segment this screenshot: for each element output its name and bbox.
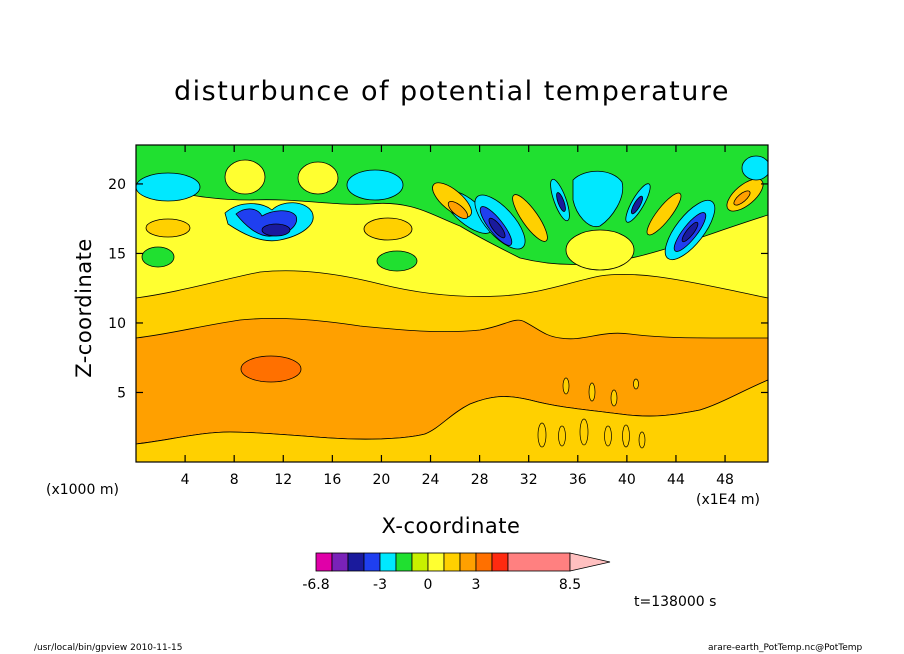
lower-cells bbox=[537, 377, 646, 449]
wave-blue-5 bbox=[630, 195, 644, 215]
y-tick-label: 15 bbox=[108, 246, 126, 262]
chart-title: disturbunce of potential temperature bbox=[174, 76, 730, 107]
x-tick-label: 44 bbox=[667, 472, 685, 488]
blob-gold-left bbox=[145, 218, 191, 238]
wave-gold-6 bbox=[646, 192, 682, 236]
colorbar-tick-label: 8.5 bbox=[559, 577, 581, 593]
wave-cyan-center bbox=[572, 170, 624, 228]
blob-cyan-left bbox=[136, 172, 201, 202]
colorbar-extension bbox=[569, 552, 611, 572]
colorbar-cell bbox=[379, 552, 397, 572]
plot-area bbox=[136, 145, 768, 462]
colorbar-cell bbox=[459, 552, 477, 572]
plot-frame bbox=[135, 144, 769, 463]
colorbar-cell bbox=[427, 552, 445, 572]
time-annotation: t=138000 s bbox=[634, 594, 717, 610]
blob-yellow-1 bbox=[224, 159, 266, 195]
y-tick-label: 20 bbox=[108, 177, 126, 193]
wave-darkblue-2 bbox=[488, 217, 506, 239]
colorbar-cell bbox=[331, 552, 349, 572]
x-tick-label: 16 bbox=[323, 472, 341, 488]
x-tick-label: 48 bbox=[716, 472, 734, 488]
x-axis-scale-label: (x1E4 m) bbox=[696, 492, 760, 508]
colorbar: -6.8 -3 0 3 8.5 bbox=[302, 552, 611, 593]
blob-gold-mid bbox=[363, 217, 413, 241]
x-tick-label: 20 bbox=[373, 472, 391, 488]
x-tick-label: 8 bbox=[230, 472, 239, 488]
x-tick-label: 4 bbox=[181, 472, 190, 488]
x-axis-unit-label: (x1000 m) bbox=[46, 482, 119, 498]
colorbar-tick-label: -3 bbox=[373, 577, 387, 593]
x-tick-label: 32 bbox=[520, 472, 538, 488]
blob-green-left bbox=[141, 246, 175, 268]
x-tick-label: 28 bbox=[471, 472, 489, 488]
x-tick-label: 12 bbox=[274, 472, 292, 488]
colorbar-cell bbox=[315, 552, 333, 572]
y-tick-label: 10 bbox=[108, 316, 126, 332]
colorbar-cell bbox=[443, 552, 461, 572]
colorbar-cell bbox=[491, 552, 509, 572]
blob-darkblue-core bbox=[261, 223, 291, 237]
blob-warm-spot bbox=[240, 355, 302, 383]
wave-yellow-center bbox=[565, 229, 635, 271]
wave-blue-4 bbox=[556, 192, 566, 212]
y-tick-label: 5 bbox=[117, 385, 126, 401]
colorbar-tick-label: -6.8 bbox=[302, 577, 329, 593]
wave-orange-8 bbox=[733, 190, 751, 206]
colorbar-cell bbox=[347, 552, 365, 572]
colorbar-cell bbox=[507, 552, 571, 572]
x-tick-label: 36 bbox=[569, 472, 587, 488]
blob-cyan-mid bbox=[346, 169, 404, 201]
colorbar-cell bbox=[475, 552, 493, 572]
x-tick-label: 40 bbox=[618, 472, 636, 488]
x-axis-label: X-coordinate bbox=[381, 514, 521, 538]
x-axis-ticks: 4 8 12 16 20 24 28 32 36 40 44 48 bbox=[181, 145, 734, 488]
x-tick-label: 24 bbox=[422, 472, 440, 488]
colorbar-cell bbox=[395, 552, 413, 572]
wave-gold-3 bbox=[512, 194, 548, 242]
footer-left-text: /usr/local/bin/gpview 2010-11-15 bbox=[34, 643, 183, 653]
colorbar-cell bbox=[363, 552, 381, 572]
blob-yellow-2 bbox=[297, 161, 339, 195]
wave-orange-1 bbox=[447, 200, 469, 220]
colorbar-tick-label: 0 bbox=[424, 577, 433, 593]
colorbar-tick-label: 3 bbox=[472, 577, 481, 593]
colorbar-cell bbox=[411, 552, 429, 572]
wave-darkblue-7 bbox=[681, 221, 699, 243]
blob-green-mid bbox=[376, 250, 418, 272]
footer-right-text: arare-earth_PotTemp.nc@PotTemp bbox=[708, 643, 863, 653]
wave-cyan-9 bbox=[741, 155, 768, 181]
y-axis-ticks: 5 10 15 20 bbox=[108, 177, 768, 401]
